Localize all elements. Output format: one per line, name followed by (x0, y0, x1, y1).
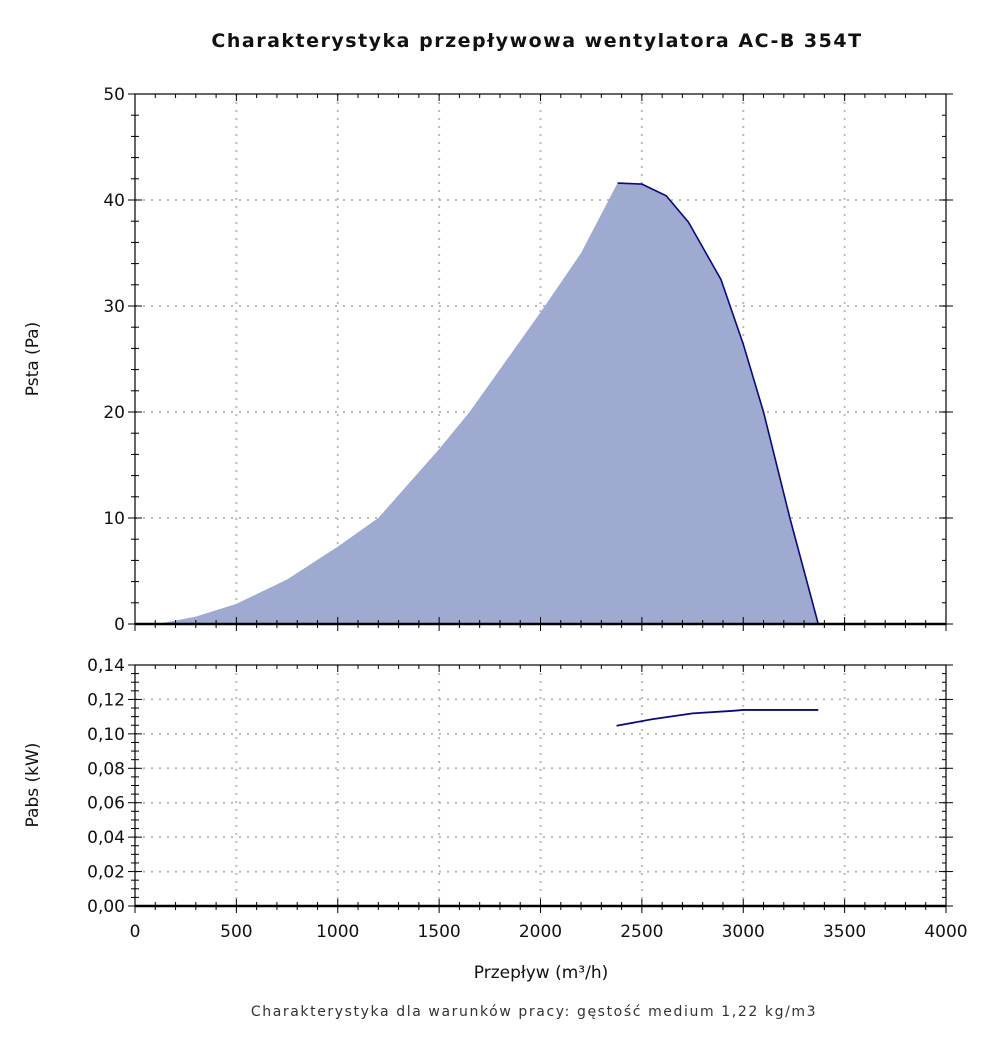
y-tick-label: 10 (103, 509, 125, 529)
x-tick-label: 0 (130, 922, 141, 942)
pressure-plot: 0 10 20 30 40 50 (103, 85, 953, 635)
y-tick-label: 0,00 (87, 897, 125, 917)
y-axis-label-power: Pabs (kW) (23, 743, 43, 828)
chart-title: Charakterystyka przepływowa wentylatora … (211, 30, 862, 52)
footer-note: Charakterystyka dla warunków pracy: gęst… (251, 1004, 817, 1020)
y-tick-label: 0,12 (87, 690, 125, 710)
x-tick-label: 2000 (519, 922, 562, 942)
x-axis-label: Przepływ (m³/h) (474, 963, 608, 983)
x-tick-label: 4000 (924, 922, 967, 942)
x-tick-label: 500 (220, 922, 252, 942)
y-tick-label: 0,04 (87, 828, 125, 848)
x-tick-label: 3000 (722, 922, 765, 942)
y-tick-label: 0,02 (87, 863, 125, 883)
pressure-curve-line (617, 182, 820, 625)
x-tick-label: 1500 (417, 922, 460, 942)
y-tick-label: 0 (114, 615, 125, 635)
y-tick-label: 30 (103, 297, 125, 317)
y-tick-label: 20 (103, 403, 125, 423)
pressure-area-fill (157, 183, 819, 625)
power-plot: 0,00 0,02 0,04 0,06 0,08 0,10 0,12 0,14 0 500 1000… (87, 656, 967, 942)
x-tick-label: 1000 (316, 922, 359, 942)
y-tick-label: 0,08 (87, 759, 125, 779)
y-tick-label: 0,10 (87, 725, 125, 745)
y-tick-label: 0,14 (87, 656, 125, 676)
x-tick-label: 3500 (823, 922, 866, 942)
power-curve-line (616, 709, 819, 727)
y-axis-label-pressure: Psta (Pa) (23, 322, 43, 396)
x-tick-label: 2500 (620, 922, 663, 942)
y-tick-label: 50 (103, 85, 125, 105)
y-tick-label: 40 (103, 191, 125, 211)
y-tick-label: 0,06 (87, 794, 125, 814)
